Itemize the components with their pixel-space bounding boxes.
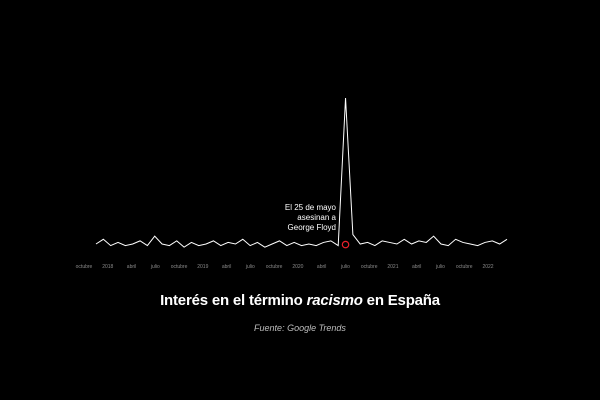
x-tick-label: abril bbox=[222, 264, 231, 270]
x-tick-label: octubre bbox=[266, 264, 283, 270]
event-marker bbox=[341, 240, 350, 249]
x-tick-label: 2021 bbox=[387, 264, 398, 270]
x-tick-label: octubre bbox=[76, 264, 93, 270]
x-tick-label: octubre bbox=[361, 264, 378, 270]
x-tick-label: julio bbox=[340, 264, 350, 270]
annotation-line-3: George Floyd bbox=[288, 223, 336, 232]
title-term: racismo bbox=[306, 292, 363, 309]
series-line bbox=[95, 97, 508, 248]
x-tick-label: julio bbox=[245, 264, 255, 270]
x-tick-label: abril bbox=[317, 264, 326, 270]
x-tick-label: 2022 bbox=[482, 264, 493, 270]
x-tick-label: 2018 bbox=[102, 264, 113, 270]
x-tick-label: julio bbox=[435, 264, 445, 270]
chart-source: Fuente: Google Trends bbox=[254, 323, 346, 333]
annotation-line-2: asesinan a bbox=[297, 213, 336, 222]
x-axis-ticks: octubre 2018 abril julio octubre 2019 abril jul… bbox=[76, 264, 494, 270]
x-tick-label: julio bbox=[150, 264, 160, 270]
annotation-line-1: El 25 de mayo bbox=[285, 203, 337, 212]
x-tick-label: 2019 bbox=[197, 264, 208, 270]
x-tick-label: abril bbox=[412, 264, 421, 270]
x-tick-label: octubre bbox=[171, 264, 188, 270]
title-end: en España bbox=[362, 292, 440, 309]
x-tick-label: 2020 bbox=[292, 264, 303, 270]
title-start: Interés en el término bbox=[160, 292, 307, 309]
x-tick-label: octubre bbox=[456, 264, 473, 270]
chart-title: Interés en el término racismo en España bbox=[0, 292, 600, 309]
x-tick-label: abril bbox=[127, 264, 136, 270]
